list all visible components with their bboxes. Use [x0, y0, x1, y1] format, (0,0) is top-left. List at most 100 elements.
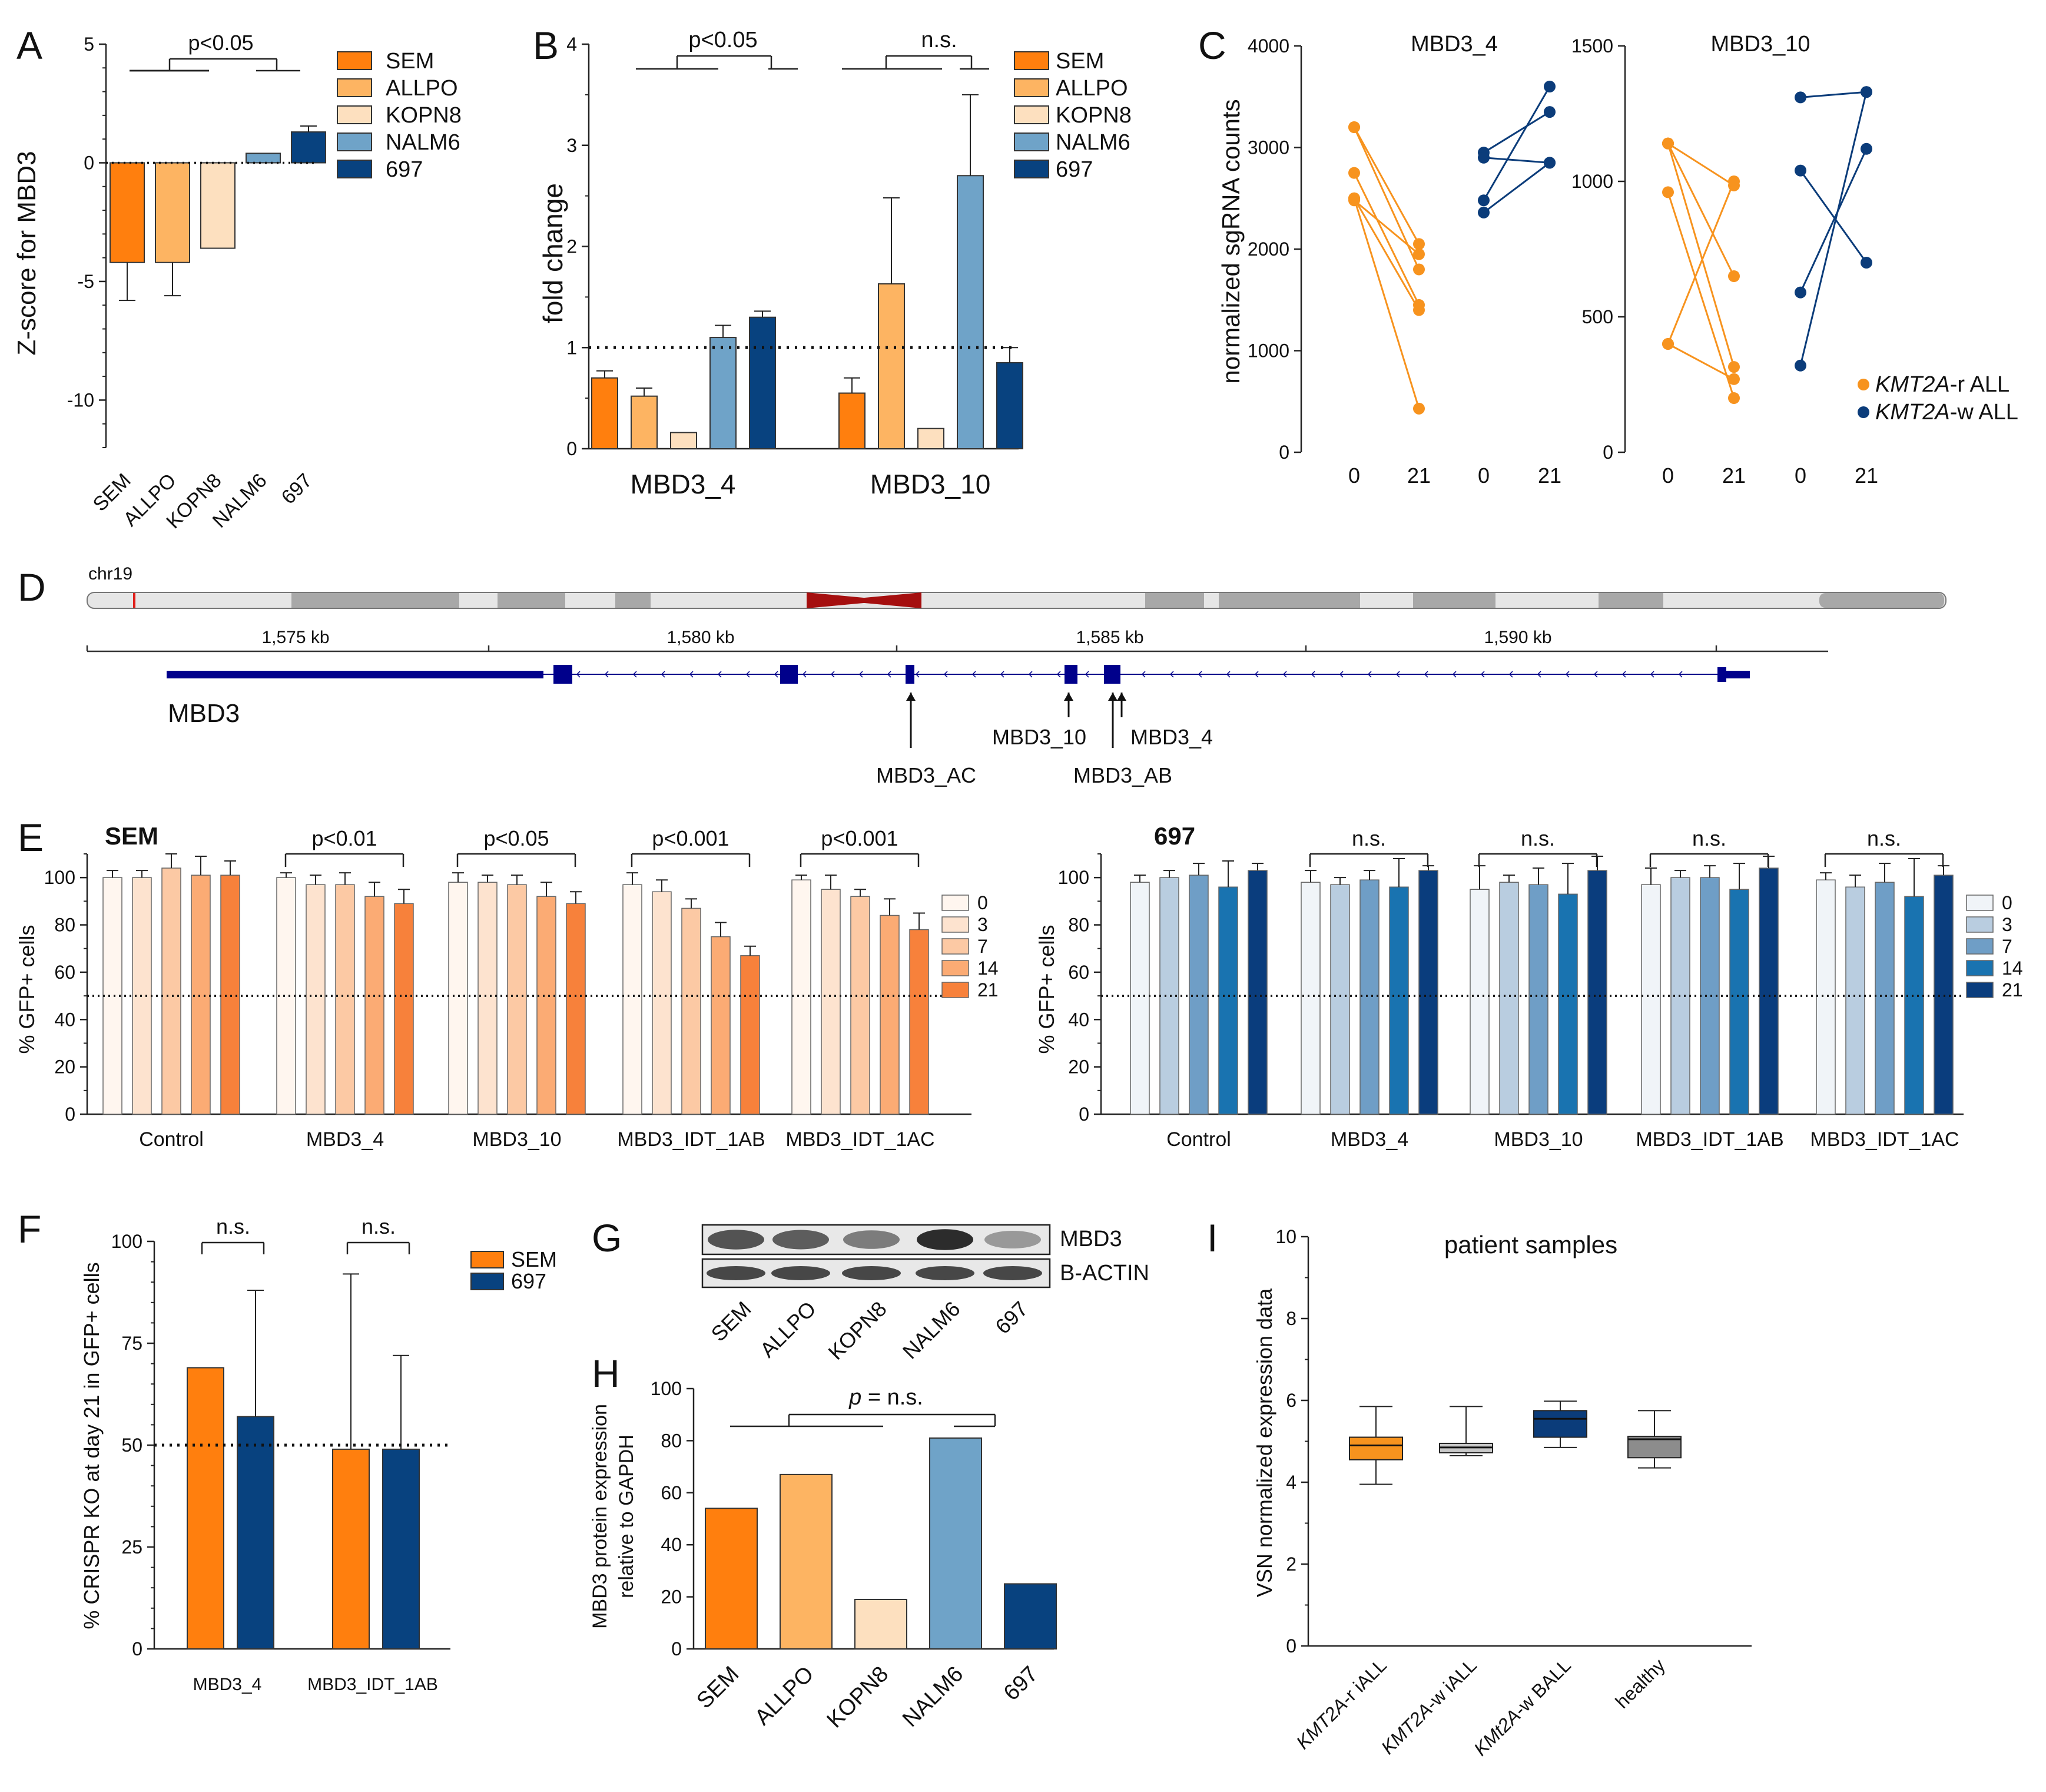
g-band-label-mbd3: MBD3 — [1060, 1227, 1122, 1251]
c-pair-line-w — [1800, 91, 1867, 98]
f-bar-697 — [237, 1416, 274, 1650]
c0-y-tick-label: 4000 — [1248, 35, 1289, 57]
d-guide-label-mbd3-ac: MBD3_AC — [876, 763, 976, 787]
d-ruler-label: 1,585 kb — [1076, 628, 1143, 647]
g-band-mbd3-kopn8 — [843, 1230, 900, 1249]
e-697-bar-day-7 — [1528, 884, 1548, 1115]
e-sem-y-tick-label: 100 — [44, 867, 75, 888]
f-y-tick-label: 75 — [121, 1333, 142, 1354]
e-sem-legend-swatch — [941, 938, 969, 955]
b-y-tick-label: 1 — [566, 337, 577, 358]
e-697-bar-day-0 — [1130, 882, 1150, 1115]
d-intron-arrow — [1593, 671, 1598, 678]
b-legend-label: SEM — [1056, 49, 1104, 74]
c-point-w — [1478, 206, 1490, 218]
a-legend-label: SEM — [386, 49, 434, 74]
b-legend-swatch-697 — [1014, 160, 1049, 178]
f-significance: n.s. — [362, 1214, 396, 1238]
e-sem-group-label: Control — [139, 1128, 204, 1151]
c-legend-label-rest: -w ALL — [1950, 400, 2018, 425]
d-intron-arrow — [1311, 671, 1315, 678]
h-bar-697 — [1004, 1583, 1057, 1649]
i-box — [1533, 1410, 1587, 1438]
d-intron-arrow — [632, 671, 637, 678]
e-sem-bar-day-0 — [448, 882, 468, 1115]
d-intron-arrow — [1424, 671, 1428, 678]
i-x-tick-label: healthy — [1611, 1654, 1669, 1712]
e-sem-y-tick-label: 20 — [54, 1056, 75, 1078]
d-gene-utr — [1725, 671, 1750, 678]
b-legend-label: 697 — [1056, 157, 1093, 182]
a-legend-swatch-allpo — [337, 78, 372, 97]
e-sem-bar-day-7 — [507, 884, 527, 1115]
d-ruler-label: 1,580 kb — [666, 628, 734, 647]
panel-label-h: H — [592, 1352, 620, 1395]
c-point-r — [1728, 361, 1740, 373]
f-bar-697 — [382, 1448, 420, 1649]
e-sem-group-label: MBD3_4 — [306, 1128, 384, 1151]
e-697-legend-swatch — [1966, 895, 1994, 911]
h-y-tick-label: 100 — [651, 1378, 682, 1399]
e-697-bar-day-21 — [1587, 870, 1607, 1115]
c-pair-line-w — [1483, 111, 1550, 154]
c-pair-line-w — [1799, 170, 1868, 263]
c-x-tick-label: 21 — [1538, 463, 1561, 488]
g-lane-label: KOPN8 — [823, 1297, 891, 1364]
d-intron-arrow — [1565, 671, 1570, 678]
e-sem-bar-day-21 — [740, 955, 760, 1115]
e-697-significance: n.s. — [1521, 826, 1555, 850]
e-697-bar-day-0 — [1816, 879, 1836, 1115]
c-pair-line-r — [1667, 191, 1735, 399]
e-sem-bar-day-0 — [791, 879, 811, 1115]
h-bar-sem — [705, 1508, 758, 1650]
i-y-tick-label: 6 — [1286, 1390, 1296, 1411]
e-697-significance: n.s. — [1867, 826, 1901, 850]
d-gene-exon — [1104, 665, 1120, 684]
e-sem-group-label: MBD3_IDT_1AC — [785, 1128, 934, 1151]
i-x-tick-label-italic: KMT2A — [1377, 1699, 1437, 1758]
a-y-tick-label: 0 — [84, 152, 94, 173]
c-point-w — [1544, 106, 1556, 118]
i-y-tick-label: 0 — [1286, 1635, 1296, 1657]
e-697-bar-day-21 — [1248, 870, 1268, 1115]
d-intron-arrow — [1678, 671, 1683, 678]
d-intron-arrow — [887, 671, 891, 678]
h-bar-nalm6 — [929, 1437, 982, 1649]
d-intron-arrow — [1169, 671, 1174, 678]
d-intron-arrow — [1508, 671, 1513, 678]
c-pair-line-w — [1799, 148, 1868, 293]
c-subplot-title: MBD3_10 — [1711, 32, 1810, 57]
e-sem-bar-day-3 — [652, 891, 672, 1115]
d-intron-arrow — [1254, 671, 1259, 678]
a-legend-label: NALM6 — [386, 130, 460, 155]
f-group-label: MBD3_4 — [193, 1675, 262, 1694]
f-y-tick-label: 50 — [121, 1435, 142, 1456]
panel-label-g: G — [592, 1216, 622, 1260]
h-y-tick-label: 80 — [661, 1430, 682, 1451]
e-sem-bar-day-0 — [276, 877, 296, 1115]
e-697-legend-label: 14 — [2002, 958, 2023, 979]
h-y-tick-label: 20 — [661, 1586, 682, 1608]
h-y-tick-label: 0 — [671, 1638, 682, 1659]
e-sem-bar-day-7 — [850, 896, 870, 1115]
c-point-r — [1413, 263, 1425, 276]
e-sem-bar-day-21 — [220, 875, 240, 1115]
e-697-title: 697 — [1154, 822, 1195, 850]
b-significance: n.s. — [921, 28, 957, 52]
g-band-actin-nalm6 — [916, 1266, 974, 1280]
c-point-w — [1861, 143, 1872, 155]
a-y-axis-title: Z-score for MBD3 — [12, 151, 41, 355]
d-gene-exon — [1065, 665, 1077, 684]
f-y-tick-label: 0 — [132, 1638, 142, 1659]
i-y-axis-title: VSN normalized expression data — [1252, 1288, 1276, 1597]
c-point-r — [1413, 238, 1425, 250]
panel-e-sem-bar-chart: E 0 20 40 60 80 100 % GFP+ cells SEM Control MBD3_… — [15, 816, 999, 1151]
b-bar-697 — [749, 316, 776, 449]
e-sem-y-axis-title: % GFP+ cells — [15, 925, 39, 1054]
g-band-mbd3-allpo — [772, 1230, 829, 1250]
g-band-mbd3-697 — [984, 1231, 1041, 1248]
panel-i-box-plot: I 0 2 4 6 8 10 VSN normalized expression data pa… — [1207, 1216, 1752, 1760]
i-y-tick-label: 10 — [1275, 1226, 1296, 1247]
b-significance: p<0.05 — [688, 28, 757, 52]
